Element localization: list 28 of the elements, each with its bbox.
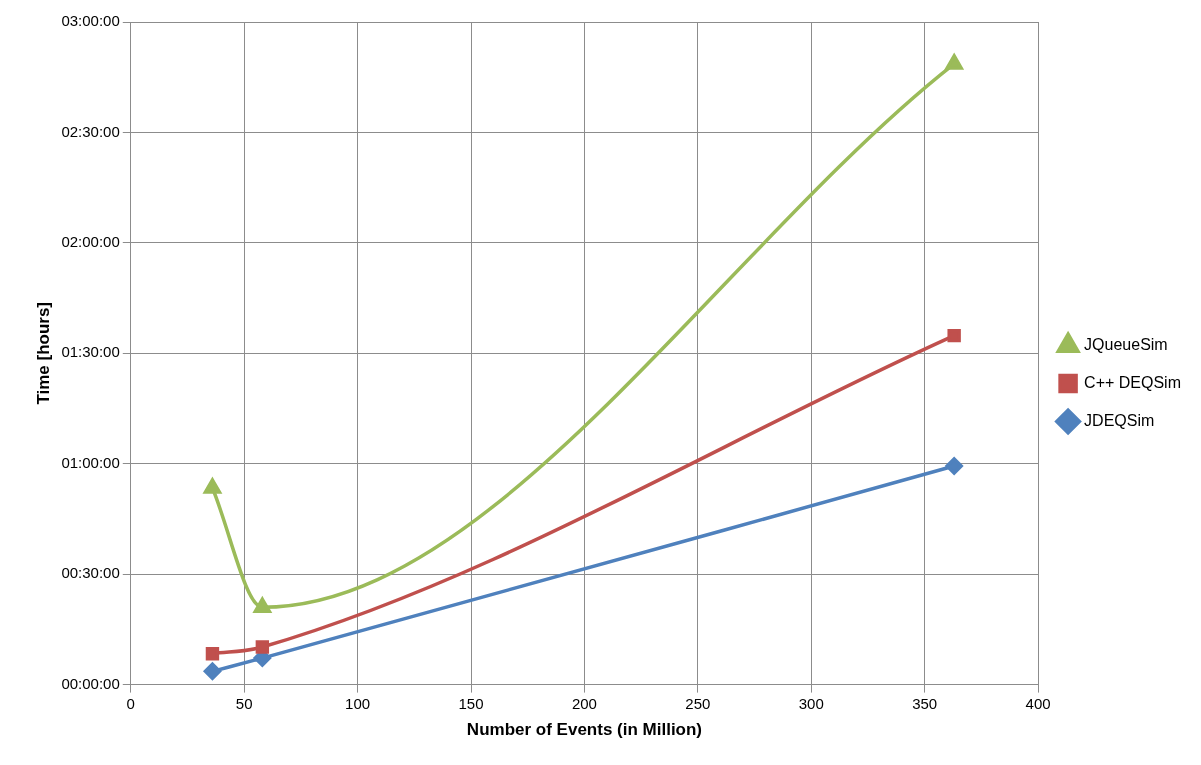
point — [947, 328, 961, 343]
y-tick-label: 01:30:00 — [61, 343, 120, 361]
y-tick-label: 03:00:00 — [61, 12, 120, 30]
x-tick-label: 200 — [571, 694, 597, 712]
x-tick-label: 100 — [345, 694, 371, 712]
x-tick-label: 50 — [235, 694, 253, 712]
x-tick-label: 400 — [1025, 694, 1051, 712]
y-tick-label: 00:30:00 — [61, 564, 120, 582]
point — [255, 640, 270, 654]
legend-label: C++ DEQSim — [1084, 373, 1182, 391]
legend-label: JQueueSim — [1084, 335, 1168, 353]
point — [205, 646, 220, 661]
x-axis-title: Number of Events (in Million) — [466, 720, 703, 740]
y-axis-title: Time [hours] — [33, 301, 53, 405]
point — [203, 662, 222, 681]
x-tick-label: 250 — [685, 694, 711, 712]
x-tick-label: 350 — [912, 694, 938, 712]
x-tick-label: 150 — [458, 694, 484, 712]
y-tick-label: 00:00:00 — [61, 674, 120, 692]
point — [945, 457, 963, 475]
legend-label: JDEQSim — [1084, 411, 1155, 429]
x-tick-label: 300 — [798, 694, 824, 712]
point — [203, 478, 222, 494]
y-tick-label: 02:00:00 — [61, 233, 120, 251]
point — [945, 54, 963, 70]
x-tick-label: 0 — [126, 694, 135, 712]
y-tick-label: 01:00:00 — [61, 453, 120, 471]
y-tick-label: 02:30:00 — [61, 122, 120, 140]
